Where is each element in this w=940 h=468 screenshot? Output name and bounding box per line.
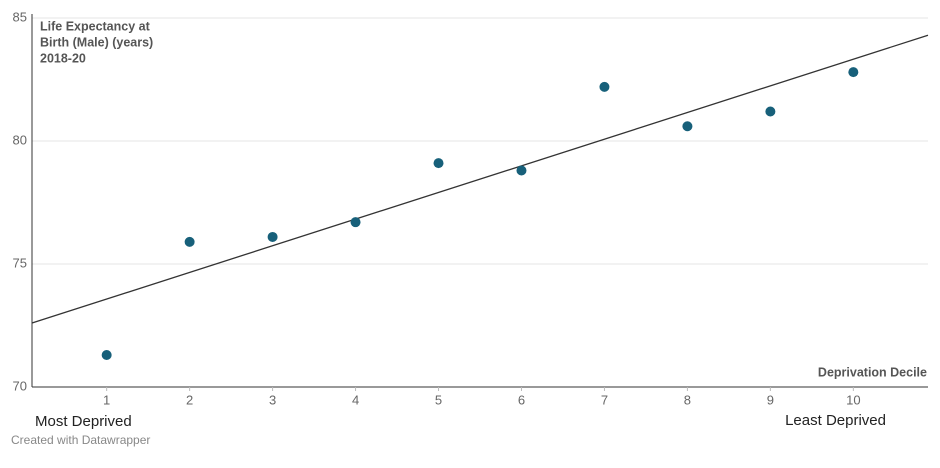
point: [848, 67, 859, 78]
annotation: Most Deprived: [35, 413, 132, 430]
point: [516, 165, 527, 176]
x-tick-label: 4: [352, 392, 359, 407]
point: [599, 81, 610, 92]
x-tick-label: 9: [767, 392, 774, 407]
x-tick-label: 3: [269, 392, 276, 407]
x-tick-label: 7: [601, 392, 608, 407]
x-tick-label: 8: [684, 392, 691, 407]
x-tick-label: 2: [186, 392, 193, 407]
footer: Created with Datawrapper: [11, 433, 150, 447]
y-tick-label: 70: [13, 378, 27, 393]
point: [433, 158, 444, 169]
x-title: Deprivation Decile: [818, 365, 927, 379]
point: [350, 217, 361, 228]
y-title: Birth (Male) (years): [40, 35, 153, 49]
y-tick-label: 80: [13, 132, 27, 147]
point: [682, 121, 693, 132]
x-tick-label: 5: [435, 392, 442, 407]
point: [267, 231, 278, 242]
y-title: Life Expectancy at: [40, 19, 151, 33]
point: [184, 236, 195, 247]
y-tick-label: 85: [13, 9, 27, 24]
y-tick-label: 75: [13, 255, 27, 270]
trend-line: [31, 34, 929, 324]
x-tick-label: 10: [846, 392, 860, 407]
x-tick-label: 1: [103, 392, 110, 407]
x-tick-label: 6: [518, 392, 525, 407]
point: [765, 106, 776, 117]
annotation: Least Deprived: [785, 412, 886, 429]
y-title: 2018-20: [40, 51, 86, 65]
point: [101, 350, 112, 361]
